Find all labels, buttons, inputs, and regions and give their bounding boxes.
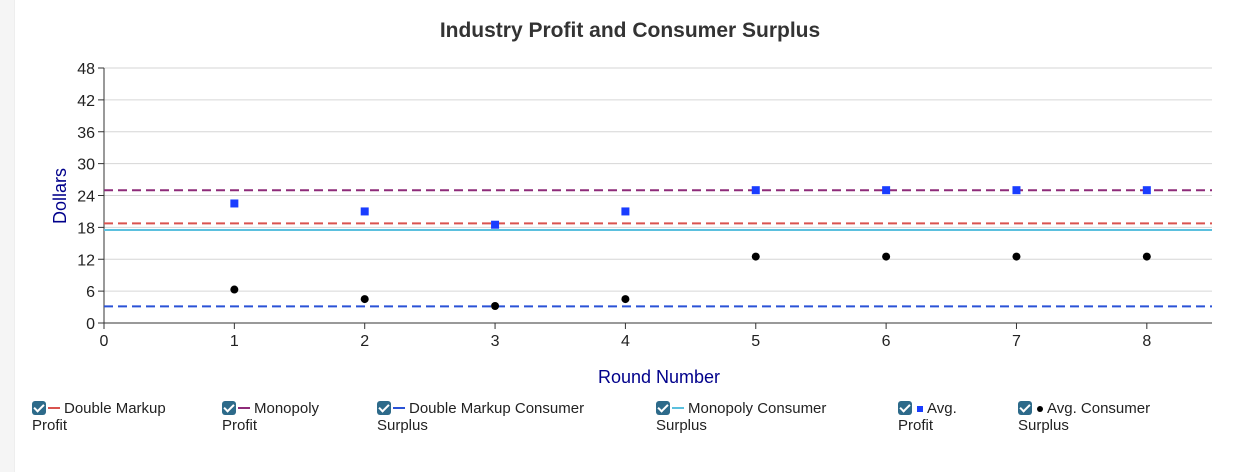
avg-profit-point	[751, 186, 760, 195]
avg-consumer-surplus-point	[491, 302, 500, 310]
y-tick-label: 42	[77, 93, 95, 110]
checkbox-icon[interactable]	[377, 401, 391, 415]
legend-item-avg-consumer-surplus[interactable]: Avg. Consumer Surplus	[1018, 400, 1193, 434]
y-axis-title: Dollars	[50, 168, 70, 224]
legend-label: Double Markup Profit	[32, 400, 166, 434]
left-panel-edge	[0, 0, 15, 472]
avg-consumer-surplus-point	[621, 295, 630, 304]
checkbox-icon[interactable]	[656, 401, 670, 415]
chart-title: Industry Profit and Consumer Surplus	[440, 19, 820, 42]
dashed-line-icon	[48, 407, 60, 409]
avg-consumer-surplus-point	[360, 295, 369, 304]
legend-label: Monopoly Profit	[222, 400, 320, 434]
checkbox-icon[interactable]	[1018, 401, 1032, 415]
avg-consumer-surplus-point	[882, 252, 891, 261]
x-tick-label: 0	[100, 333, 109, 350]
legend-item-avg-profit[interactable]: Avg. Profit	[898, 400, 980, 434]
x-tick-label: 2	[360, 333, 369, 350]
legend-label: Avg. Profit	[898, 400, 957, 434]
square-marker-icon	[917, 406, 923, 412]
checkbox-icon[interactable]	[222, 401, 236, 415]
y-tick-label: 48	[77, 61, 95, 78]
x-tick-label: 7	[1012, 333, 1021, 350]
reference-lines	[104, 189, 1212, 308]
line-icon	[672, 407, 684, 409]
legend-label: Double Markup Consumer Surplus	[377, 400, 585, 434]
y-tick-label: 24	[77, 189, 95, 206]
avg-consumer-surplus-point	[751, 252, 760, 261]
avg-profit-point	[1012, 186, 1021, 195]
y-tick-label: 36	[77, 125, 95, 142]
x-tick-label: 5	[751, 333, 760, 350]
x-tick-label: 4	[621, 333, 630, 350]
checkbox-icon[interactable]	[898, 401, 912, 415]
x-tick-label: 8	[1142, 333, 1151, 350]
dashed-line-icon	[238, 407, 250, 409]
data-points	[230, 186, 1151, 310]
dot-marker-icon	[1037, 406, 1043, 412]
legend-item-monopoly-consumer-surplus[interactable]: Monopoly Consumer Surplus	[656, 400, 868, 434]
x-axis-title: Round Number	[598, 367, 720, 387]
x-tick-label: 6	[882, 333, 891, 350]
gridlines	[104, 67, 1212, 292]
avg-consumer-surplus-point	[230, 285, 239, 294]
x-axis: 0 1 2 3 4 5 6 7 8	[100, 322, 1212, 350]
legend-item-double-markup-profit[interactable]: Double Markup Profit	[32, 400, 202, 434]
legend: Double Markup Profit Monopoly Profit Dou…	[32, 400, 1252, 460]
avg-profit-point	[621, 207, 630, 216]
chart: Industry Profit and Consumer Surplus 0 6 1…	[50, 19, 1212, 387]
legend-item-monopoly-profit[interactable]: Monopoly Profit	[222, 400, 347, 434]
avg-profit-point	[360, 207, 369, 216]
avg-profit-point	[230, 199, 239, 208]
x-tick-label: 1	[230, 333, 239, 350]
checkbox-icon[interactable]	[32, 401, 46, 415]
y-axis: 0 6 12 18 24 30 36 42 48	[77, 61, 105, 333]
legend-label: Monopoly Consumer Surplus	[656, 400, 827, 434]
legend-item-double-markup-consumer-surplus[interactable]: Double Markup Consumer Surplus	[377, 400, 627, 434]
y-tick-label: 30	[77, 157, 95, 174]
dashed-line-icon	[393, 407, 405, 409]
avg-profit-point	[882, 186, 891, 195]
x-tick-label: 3	[491, 333, 500, 350]
avg-profit-point	[491, 220, 500, 229]
y-tick-label: 0	[86, 316, 95, 333]
y-tick-label: 18	[77, 220, 95, 237]
y-tick-label: 6	[86, 284, 95, 301]
avg-consumer-surplus-point	[1142, 252, 1151, 261]
avg-consumer-surplus-point	[1012, 252, 1021, 261]
avg-profit-point	[1142, 186, 1151, 195]
y-tick-label: 12	[77, 252, 95, 269]
legend-label: Avg. Consumer Surplus	[1018, 400, 1151, 434]
